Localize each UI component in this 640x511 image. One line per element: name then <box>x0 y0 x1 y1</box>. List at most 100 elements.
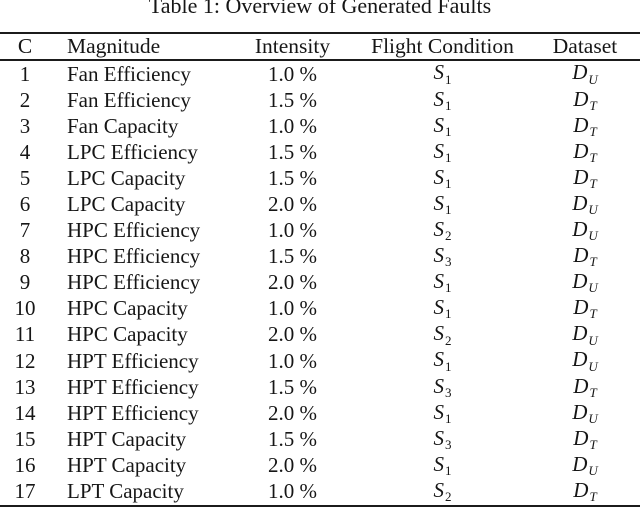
dataset-symbol: D <box>573 138 589 163</box>
dataset-cell: DT <box>530 479 640 505</box>
magnitude-value: HPC Capacity <box>67 296 188 321</box>
dataset-subscript: T <box>589 436 597 452</box>
intensity-cell: 1.5 % <box>230 165 355 190</box>
intensity-value: 1.5 % <box>268 244 317 269</box>
intensity-cell: 1.0 % <box>230 63 355 85</box>
flight-condition-cell: S1 <box>355 192 530 216</box>
flight-condition-symbol: S <box>433 164 444 189</box>
flight-condition-symbol: S <box>433 138 444 163</box>
dataset-cell: DU <box>530 62 640 87</box>
flight-condition-cell: S1 <box>355 112 530 139</box>
flight-condition-subscript: 1 <box>444 463 452 479</box>
dataset-cell: DU <box>530 219 640 243</box>
row-number: 9 <box>19 270 31 295</box>
flight-condition-cell: S1 <box>355 453 530 479</box>
dataset-symbol: D <box>572 399 588 424</box>
table-row: 10 HPC Capacity 1.0 % S1 DT <box>0 296 640 322</box>
header-dataset: Dataset <box>552 33 618 58</box>
flight-condition-cell: S2 <box>355 477 530 503</box>
intensity-value: 1.5 % <box>268 87 317 112</box>
flight-condition-symbol: S <box>433 477 444 502</box>
intensity-cell: 2.0 % <box>230 454 355 476</box>
dataset-subscript: T <box>589 489 597 505</box>
intensity-cell: 1.5 % <box>230 428 355 450</box>
row-number-cell: 15 <box>0 428 50 450</box>
dataset-symbol: D <box>573 373 589 398</box>
flight-condition-subscript: 1 <box>444 358 452 374</box>
dataset-subscript: U <box>588 410 598 426</box>
flight-condition-cell: S1 <box>355 60 530 86</box>
intensity-cell: 1.0 % <box>230 115 355 137</box>
row-number-cell: 17 <box>0 481 50 502</box>
row-number-cell: 11 <box>0 324 50 345</box>
table-row: 5 LPC Capacity 1.5 % S1 DT <box>0 165 640 191</box>
row-number-cell: 1 <box>0 63 50 85</box>
magnitude-cell: HPT Efficiency <box>50 350 230 372</box>
intensity-value: 1.5 % <box>268 165 317 190</box>
dataset-subscript: U <box>588 71 598 87</box>
dataset-symbol: D <box>573 86 589 111</box>
flight-condition-cell: S3 <box>355 243 530 269</box>
row-number: 11 <box>14 322 36 347</box>
row-number: 12 <box>14 348 36 373</box>
table-header-rule <box>0 59 640 61</box>
row-number-cell: 6 <box>0 194 50 215</box>
dataset-symbol: D <box>573 112 589 137</box>
flight-condition-symbol: S <box>433 269 444 294</box>
table-row: 1 Fan Efficiency 1.0 % S1 DU <box>0 61 640 87</box>
intensity-cell: 2.0 % <box>230 272 355 293</box>
magnitude-cell: HPC Efficiency <box>50 272 230 293</box>
flight-condition-symbol: S <box>433 86 444 111</box>
flight-condition-symbol: S <box>433 373 444 398</box>
row-number-cell: 12 <box>0 348 50 373</box>
row-number: 4 <box>19 139 31 164</box>
dataset-cell: DU <box>530 349 640 373</box>
table-body: 1 Fan Efficiency 1.0 % S1 DU 2 Fan Effic… <box>0 61 640 505</box>
row-number-cell: 16 <box>0 454 50 476</box>
flight-condition-subscript: 1 <box>444 175 452 191</box>
intensity-cell: 1.0 % <box>230 481 355 502</box>
dataset-cell: DT <box>530 86 640 113</box>
faults-table: C Magnitude Intensity Flight Condition D… <box>0 32 640 507</box>
intensity-value: 1.0 % <box>268 218 317 243</box>
flight-condition-symbol: S <box>433 321 444 346</box>
dataset-cell: DT <box>530 138 640 164</box>
magnitude-value: Fan Capacity <box>67 113 179 138</box>
flight-condition-cell: S3 <box>355 373 530 399</box>
magnitude-cell: HPC Capacity <box>50 324 230 345</box>
row-number: 8 <box>19 244 31 269</box>
intensity-value: 2.0 % <box>268 192 317 217</box>
flight-condition-subscript: 2 <box>444 228 452 244</box>
intensity-value: 1.0 % <box>268 348 317 373</box>
dataset-cell: DU <box>530 269 640 295</box>
intensity-value: 2.0 % <box>268 270 317 295</box>
magnitude-cell: LPT Capacity <box>50 481 230 502</box>
table-bottom-rule <box>0 504 640 507</box>
magnitude-cell: HPT Efficiency <box>50 402 230 424</box>
row-number: 6 <box>19 192 31 217</box>
dataset-subscript: T <box>589 97 597 113</box>
flight-condition-symbol: S <box>433 243 444 268</box>
flight-condition-subscript: 1 <box>444 123 452 139</box>
intensity-value: 1.5 % <box>268 139 317 164</box>
row-number: 17 <box>14 479 36 504</box>
magnitude-value: Fan Efficiency <box>67 61 191 86</box>
row-number-cell: 5 <box>0 167 50 189</box>
row-number-cell: 2 <box>0 89 50 111</box>
magnitude-value: HPT Capacity <box>67 452 187 477</box>
dataset-symbol: D <box>572 269 588 294</box>
row-number-cell: 10 <box>0 298 50 319</box>
row-number-cell: 14 <box>0 402 50 424</box>
magnitude-value: LPC Efficiency <box>67 139 198 164</box>
dataset-cell: DT <box>530 166 640 190</box>
row-number-cell: 13 <box>0 376 50 398</box>
flight-condition-symbol: S <box>433 112 444 137</box>
row-number-cell: 7 <box>0 220 50 241</box>
flight-condition-symbol: S <box>433 347 444 372</box>
intensity-cell: 1.5 % <box>230 246 355 267</box>
dataset-symbol: D <box>573 243 589 268</box>
table-row: 3 Fan Capacity 1.0 % S1 DT <box>0 113 640 139</box>
flight-condition-symbol: S <box>433 60 444 85</box>
flight-condition-cell: S2 <box>355 219 530 244</box>
intensity-cell: 2.0 % <box>230 402 355 424</box>
